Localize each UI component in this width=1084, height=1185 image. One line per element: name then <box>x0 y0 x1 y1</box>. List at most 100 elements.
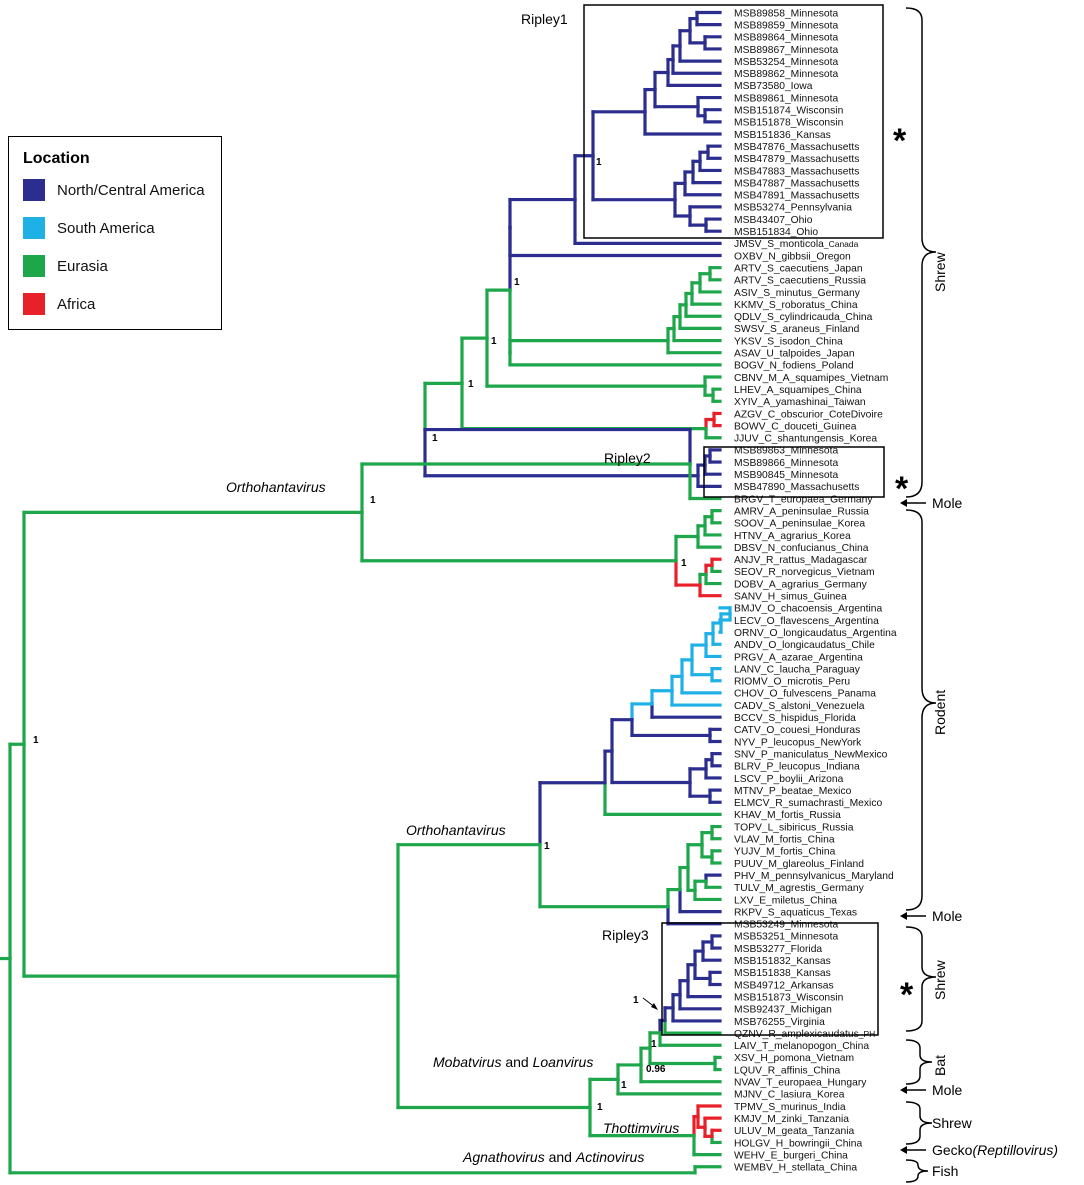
leaf-label: VLAV_M_fortis_China <box>734 835 835 846</box>
leaf-name: AZGV_C_obscurior_CoteDivoire <box>734 409 883 420</box>
leaf-label: DBSV_N_confucianus_China <box>734 543 869 554</box>
leaf-label: SNV_P_maniculatus_NewMexico <box>734 749 888 760</box>
leaf-name: HOLGV_H_bowringii_China <box>734 1138 862 1149</box>
leaf-label: MSB151836_Kansas <box>734 130 831 141</box>
leaf-label: MSB89863_Minnesota <box>734 446 838 457</box>
leaf-name: YKSV_S_isodon_China <box>734 336 843 347</box>
leaf-label: HOLGV_H_bowringii_China <box>734 1138 862 1149</box>
leaf-label: RIOMV_O_microtis_Peru <box>734 677 850 688</box>
leaf-name: CHOV_O_fulvescens_Panama <box>734 689 876 700</box>
host-mole-2: Mole <box>932 908 963 924</box>
leaf-label: BCCV_S_hispidus_Florida <box>734 713 856 724</box>
host-shrew-thottim: Shrew <box>932 1115 973 1131</box>
leaf-label: PHV_M_pennsylvanicus_Maryland <box>734 871 894 882</box>
brace-shrew4 <box>905 1101 933 1145</box>
leaf-name: ASIV_S_minutus_Germany <box>734 288 861 299</box>
leaf-label: SEOV_R_norvegicus_Vietnam <box>734 567 875 578</box>
leaf-name: YUJV_M_fortis_China <box>734 847 836 858</box>
leaf-name: MSB151832_Kansas <box>734 956 831 967</box>
leaf-label: TPMV_S_murinus_India <box>734 1102 846 1113</box>
support-shrew-clade: 1 <box>432 433 438 444</box>
leaf-label: MJNV_C_lasiura_Korea <box>734 1090 845 1101</box>
leaf-label: MSB47891_Massachusetts <box>734 191 859 202</box>
leaf-label: PRGV_A_azarae_Argentina <box>734 652 863 663</box>
leaf-label: LANV_C_laucha_Paraguay <box>734 664 861 675</box>
legend-label: North/Central America <box>57 181 205 199</box>
leaf-name: ARTV_S_caecutiens_Japan <box>734 263 863 274</box>
leaf-name: ARTV_S_caecutiens_Russia <box>734 276 866 287</box>
leaf-name: MSB151838_Kansas <box>734 968 831 979</box>
leaf-label: MSB49712_Arkansas <box>734 980 834 991</box>
genus-orthohantavirus-upper: Orthohantavirus <box>226 479 326 495</box>
leaf-name: BRGV_T_europaea_Germany <box>734 494 873 505</box>
leaf-label: YUJV_M_fortis_China <box>734 847 836 858</box>
leaf-name: XYIV_A_yamashinai_Taiwan <box>734 397 866 408</box>
leaf-name: PUUV_M_glareolus_Finland <box>734 859 864 870</box>
leaf-label: WEHV_E_burgeri_China <box>734 1150 848 1161</box>
legend-item-africa: Africa <box>23 293 95 315</box>
genus-and: and <box>545 1149 576 1165</box>
host-arrowheads <box>900 499 907 1154</box>
arrowhead-mole3 <box>900 1086 907 1094</box>
leaf-label: BLRV_P_leucopus_Indiana <box>734 762 860 773</box>
leaf-name: MSB92437_Michigan <box>734 1005 832 1016</box>
brace-fish <box>905 1159 929 1183</box>
leaf-suffix: _Canada <box>823 239 859 249</box>
leaf-name: OXBV_N_gibbsii_Oregon <box>734 251 851 262</box>
leaf-label: AMRV_A_peninsulae_Russia <box>734 506 869 517</box>
leaf-label: CBNV_M_A_squamipes_Vietnam <box>734 373 888 384</box>
brace-shrew1 <box>905 7 937 498</box>
leaf-label: MSB47883_Massachusetts <box>734 166 859 177</box>
leaf-name: CADV_S_alstoni_Venezuela <box>734 701 865 712</box>
leaf-name: MSB89866_Minnesota <box>734 458 838 469</box>
leaf-label: KHAV_M_fortis_Russia <box>734 810 841 821</box>
leaf-label: ARTV_S_caecutiens_Japan <box>734 263 863 274</box>
leaf-label: CADV_S_alstoni_Venezuela <box>734 701 865 712</box>
legend-item-north-central-america: North/Central America <box>23 179 205 201</box>
leaf-name: JMSV_S_monticola <box>734 239 824 250</box>
genus-actinovirus: Actinovirus <box>575 1149 644 1165</box>
leaf-name: ULUV_M_geata_Tanzania <box>734 1126 854 1137</box>
leaf-name: MSB47887_Massachusetts <box>734 178 859 189</box>
legend-title: Location <box>23 150 90 167</box>
leaf-label: MSB47876_Massachusetts <box>734 142 859 153</box>
ripley1-box <box>583 4 884 239</box>
location-legend: Location North/Central America South Ame… <box>8 136 222 330</box>
leaf-name: KHAV_M_fortis_Russia <box>734 810 841 821</box>
leaf-label: MSB151873_Wisconsin <box>734 992 844 1003</box>
leaf-label: MSB89864_Minnesota <box>734 33 838 44</box>
leaf-name: MSB89861_Minnesota <box>734 93 838 104</box>
leaf-name: SANV_H_simus_Guinea <box>734 592 847 603</box>
legend-swatch <box>23 217 45 239</box>
leaf-label: LXV_E_miletus_China <box>734 895 837 906</box>
leaf-name: MSB47890_Massachusetts <box>734 482 859 493</box>
leaf-label: ANJV_R_rattus_Madagascar <box>734 555 868 566</box>
leaf-name: MSB76255_Virginia <box>734 1017 825 1028</box>
leaf-label: MSB151832_Kansas <box>734 956 831 967</box>
leaf-name: TULV_M_agrestis_Germany <box>734 883 865 894</box>
genus-loanvirus: Loanvirus <box>533 1054 594 1070</box>
leaf-name: MSB53251_Minnesota <box>734 932 838 943</box>
leaf-name: MSB73580_Iowa <box>734 81 813 92</box>
leaf-name: SOOV_A_peninsulae_Korea <box>734 519 865 530</box>
leaf-name: MSB53254_Minnesota <box>734 57 838 68</box>
leaf-name: PHV_M_pennsylvanicus_Maryland <box>734 871 894 882</box>
legend-swatch <box>23 179 45 201</box>
leaf-label: ULUV_M_geata_Tanzania <box>734 1126 854 1137</box>
leaf-label: MSB151838_Kansas <box>734 968 831 979</box>
leaf-name: CATV_O_couesi_Honduras <box>734 725 860 736</box>
leaf-name: NVAV_T_europaea_Hungary <box>734 1078 867 1089</box>
leaf-label: MSB89859_Minnesota <box>734 20 838 31</box>
leaf-name: TOPV_L_sibiricus_Russia <box>734 822 854 833</box>
leaf-label: LQUV_R_affinis_China <box>734 1065 841 1076</box>
leaf-name: MSB89863_Minnesota <box>734 446 838 457</box>
leaf-label: CHOV_O_fulvescens_Panama <box>734 689 876 700</box>
leaf-label: BRGV_T_europaea_Germany <box>734 494 873 505</box>
leaf-name: LECV_O_flavescens_Argentina <box>734 616 879 627</box>
host-gecko: Gecko <box>932 1142 973 1158</box>
leaf-label: MSB151878_Wisconsin <box>734 118 844 129</box>
leaf-label: NVAV_T_europaea_Hungary <box>734 1078 867 1089</box>
leaf-name: MSB90845_Minnesota <box>734 470 838 481</box>
host-rodent: Rodent <box>932 690 948 735</box>
